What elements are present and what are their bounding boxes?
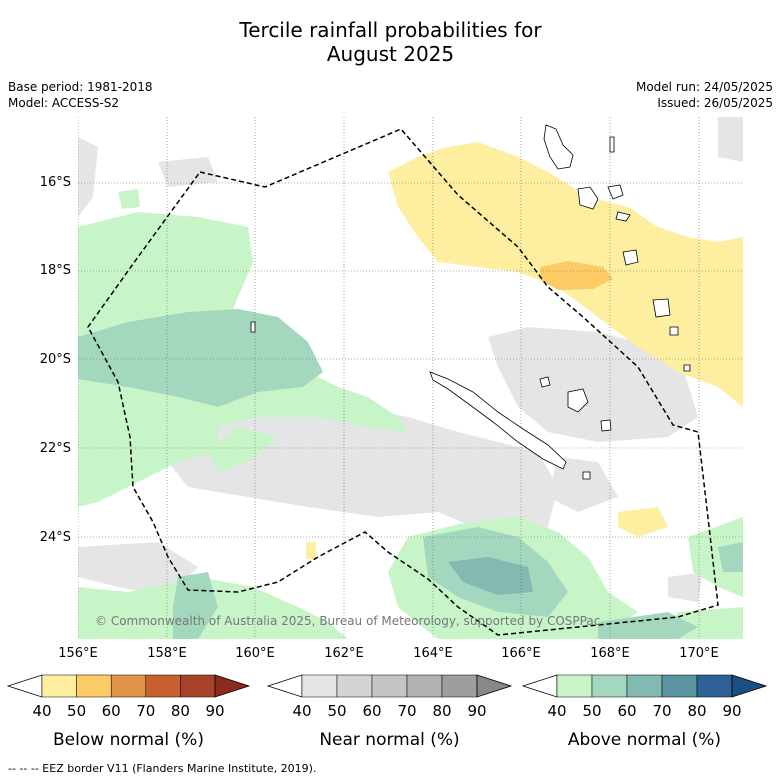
title-line-1: Tercile rainfall probabilities for <box>239 18 542 42</box>
aneityum <box>669 326 679 336</box>
colorbar-near-segment-2 <box>371 674 408 698</box>
colorbar-below-segment-0 <box>41 674 77 698</box>
colorbar-below-segment-2 <box>110 674 147 698</box>
epi <box>615 211 631 222</box>
loyalty-island-2 <box>567 388 589 413</box>
land-outlines <box>250 124 691 480</box>
colorbar-below-tick-3: 70 <box>136 702 155 720</box>
colorbar-below-left-arrow <box>6 674 43 698</box>
lat-label-22s: 22°S <box>39 441 71 456</box>
near-normal-regions <box>78 117 743 602</box>
colorbar-above-right-arrow <box>731 674 768 698</box>
colorbar-above-tick-2: 60 <box>617 702 636 720</box>
colorbar-near-tick-4: 80 <box>432 702 451 720</box>
new-caledonia <box>429 371 567 470</box>
espiritu-santo <box>543 124 574 170</box>
colorbar-above-tick-5: 90 <box>722 702 741 720</box>
small-island-1 <box>250 321 256 333</box>
colorbar-below-segment-1 <box>76 674 112 698</box>
colorbar-below-tick-4: 80 <box>171 702 190 720</box>
colorbar-above-segment-4 <box>696 674 733 698</box>
rainfall-map <box>78 117 743 639</box>
lon-label-166e: 166°E <box>501 646 541 661</box>
colorbar-title-below: Below normal (%) <box>53 730 204 750</box>
meta-right: Model run: 24/05/2025 Issued: 26/05/2025 <box>636 79 773 111</box>
colorbar-above-tick-0: 40 <box>547 702 566 720</box>
lat-label-20s: 20°S <box>39 352 71 367</box>
matthew-island <box>683 364 691 372</box>
colorbar-below-tick-1: 50 <box>67 702 86 720</box>
colorbar-near-right-arrow <box>476 674 513 698</box>
loyalty-island-3 <box>600 419 612 432</box>
model-run: Model run: 24/05/2025 <box>635 80 773 94</box>
lon-label-164e: 164°E <box>413 646 453 661</box>
pentecost <box>609 136 615 153</box>
erromango <box>622 249 639 266</box>
model-name: Model: ACCESS-S2 <box>8 96 120 110</box>
copyright-notice: © Commonwealth of Australia 2025, Bureau… <box>95 614 601 628</box>
lat-label-16s: 16°S <box>39 175 71 190</box>
lon-label-158e: 158°E <box>147 646 187 661</box>
colorbar-below-tick-0: 40 <box>32 702 51 720</box>
colorbar-above-tick-3: 70 <box>652 702 671 720</box>
below-normal-60-regions <box>540 261 613 290</box>
colorbar-below-tick-5: 90 <box>205 702 224 720</box>
colorbar-near-tick-0: 40 <box>292 702 311 720</box>
colorbar-above-segment-1 <box>591 674 628 698</box>
title-line-2: August 2025 <box>326 42 455 66</box>
lon-label-156e: 156°E <box>58 646 98 661</box>
tanna <box>652 298 671 318</box>
lon-label-170e: 170°E <box>679 646 719 661</box>
colorbar-near-tick-1: 50 <box>327 702 346 720</box>
colorbar-above-left-arrow <box>521 674 558 698</box>
above-normal-70-regions <box>448 557 533 595</box>
colorbar-near-segment-3 <box>406 674 443 698</box>
efate <box>607 184 624 200</box>
colorbar-title-above: Above normal (%) <box>567 730 722 750</box>
colorbar-near-segment-4 <box>441 674 478 698</box>
colorbar-near-segment-0 <box>301 674 338 698</box>
loyalty-island-1 <box>539 376 551 388</box>
colorbars: 40 50 60 70 80 90 40 50 60 70 80 90 40 50 60 70 80 90 <box>6 674 768 720</box>
colorbar-above-tick-4: 80 <box>687 702 706 720</box>
colorbar-below-right-arrow <box>214 674 251 698</box>
issued-date: Issued: 26/05/2025 <box>657 96 773 110</box>
colorbar-near-tick-3: 70 <box>397 702 416 720</box>
colorbar-above-segment-0 <box>556 674 593 698</box>
colorbar-title-near: Near normal (%) <box>319 730 460 750</box>
eez-footer-note: -- -- -- EEZ border V11 (Flanders Marine… <box>8 762 317 775</box>
isle-of-pines <box>582 471 591 480</box>
colorbar-above-segment-2 <box>626 674 663 698</box>
lat-label-24s: 24°S <box>39 530 71 545</box>
colorbar-near-tick-5: 90 <box>467 702 486 720</box>
colorbar-below-tick-2: 60 <box>102 702 121 720</box>
base-period: Base period: 1981-2018 <box>8 80 153 94</box>
lon-label-160e: 160°E <box>235 646 275 661</box>
colorbar-below-segment-4 <box>180 674 216 698</box>
map-title: Tercile rainfall probabilities for Augus… <box>0 18 781 66</box>
colorbar-above-segment-3 <box>661 674 698 698</box>
colorbar-below-segment-3 <box>145 674 181 698</box>
lon-label-162e: 162°E <box>324 646 364 661</box>
lon-label-168e: 168°E <box>590 646 630 661</box>
malekula <box>577 186 599 210</box>
eez-border <box>87 128 719 636</box>
meta-left: Base period: 1981-2018 Model: ACCESS-S2 <box>8 79 153 111</box>
colorbar-near-tick-2: 60 <box>362 702 381 720</box>
colorbar-above-tick-1: 50 <box>582 702 601 720</box>
colorbar-near-left-arrow <box>266 674 303 698</box>
colorbar-near-segment-1 <box>336 674 373 698</box>
lat-label-18s: 18°S <box>39 263 71 278</box>
